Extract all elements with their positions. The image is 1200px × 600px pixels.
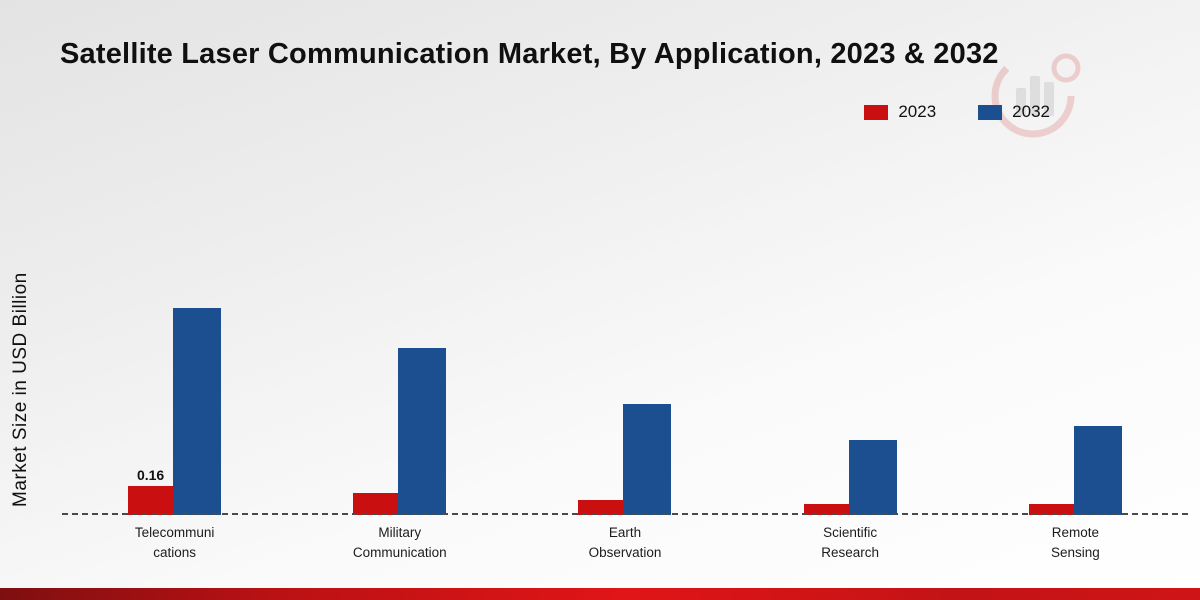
bar-2032-remote-sensing <box>1073 426 1122 515</box>
bar-group-military-communication <box>353 348 447 515</box>
bar-2032-earth-observation <box>623 404 672 515</box>
legend: 2023 2032 <box>864 102 1050 122</box>
bar-2023-telecommunications: 0.16 <box>128 467 174 515</box>
bar-2023-military-communication <box>353 493 399 515</box>
bar-value-label: 0.16 <box>136 467 165 483</box>
bar-2032-scientific-research <box>848 440 897 515</box>
category-label-telecommunications: Telecommuni cations <box>134 525 215 560</box>
bar-2023-earth-observation <box>578 500 624 515</box>
legend-item-2032: 2032 <box>978 102 1050 122</box>
bar-2023-remote-sensing <box>1028 504 1074 515</box>
legend-label-2032: 2032 <box>1012 102 1050 121</box>
bar-group-scientific-research <box>803 440 897 515</box>
bar-group-earth-observation <box>578 404 672 515</box>
bars-container: 0.16 <box>62 275 1188 515</box>
footer-accent-bar <box>0 588 1200 600</box>
category-label-military-communication: Military Communication <box>352 525 447 560</box>
legend-item-2023: 2023 <box>864 102 936 122</box>
legend-swatch-2023 <box>864 104 889 120</box>
chart-title: Satellite Laser Communication Market, By… <box>60 38 999 70</box>
plot-area: 0.16 <box>62 275 1188 515</box>
bar-group-telecommunications: 0.16 <box>128 308 222 515</box>
x-axis-baseline <box>62 513 1188 515</box>
y-axis-label: Market Size in USD Billion <box>10 272 31 508</box>
category-label-scientific-research: Scientific Research <box>821 525 880 560</box>
x-axis-category-labels: Telecommuni cations Military Communication E… <box>62 523 1188 562</box>
bar-2032-telecommunications <box>173 308 222 515</box>
legend-label-2023: 2023 <box>898 102 937 121</box>
category-label-remote-sensing: Remote Sensing <box>1050 525 1100 560</box>
category-label-earth-observation: Earth Observation <box>588 525 662 560</box>
legend-swatch-2032 <box>978 104 1003 120</box>
bar-2023-scientific-research <box>803 504 849 515</box>
bar-group-remote-sensing <box>1028 426 1122 515</box>
bar-2032-military-communication <box>398 348 447 515</box>
